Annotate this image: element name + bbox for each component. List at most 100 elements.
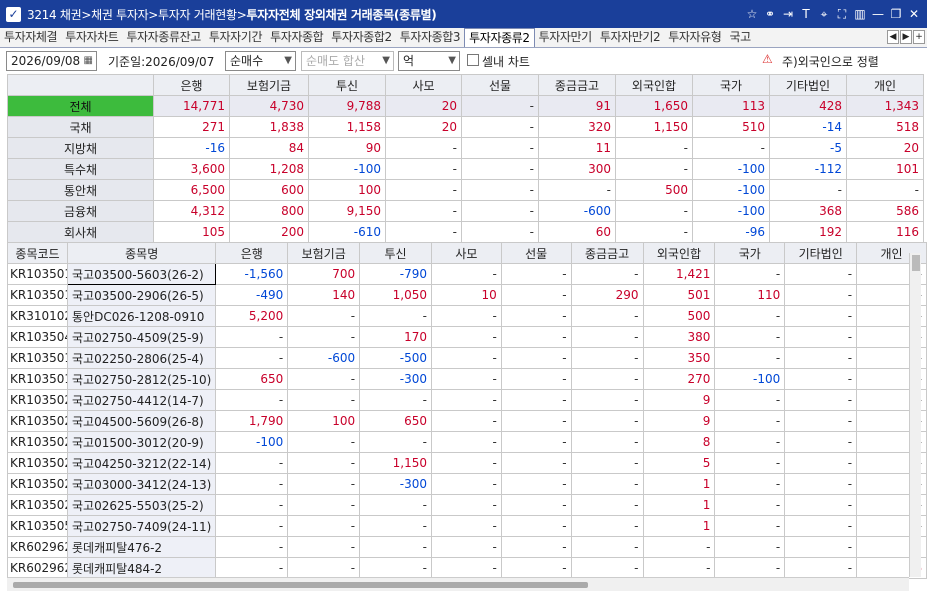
date-picker[interactable]: 2026/09/08 ▦ [6,51,97,71]
summary-row[interactable]: 국채 271 1,838 1,158 20-320 1,150 510 -14 518 [7,116,924,138]
sum-select[interactable]: 순매도 합산 ▼ [301,51,394,71]
detail-cell: 100 [287,410,361,432]
summary-header-cell[interactable]: 개인 [846,74,924,96]
table-row[interactable]: KR103502G국고04250-3212(22-14)--1,150---5-… [7,452,927,474]
tab-10[interactable]: 투자자유형 [668,30,722,44]
tab-7[interactable]: 투자자종류2 [464,28,535,47]
text-icon[interactable]: T [802,7,810,21]
table-row[interactable]: KR310102A통안DC026-1208-09105,200-----500-… [7,305,927,327]
summary-header-cell[interactable]: 기타법인 [769,74,847,96]
detail-cell: - [359,305,432,327]
tab-3[interactable]: 투자자기간 [208,30,263,44]
tab-next-icon[interactable]: ▶ [900,30,912,44]
detail-header-cell[interactable]: 종목코드 [7,242,68,264]
table-row[interactable]: KR103501G국고02750-2812(25-10)650--300---2… [7,368,927,390]
table-row[interactable]: KR103501G국고02250-2806(25-4)--600-500---3… [7,347,927,369]
detail-header-cell[interactable]: 기타법인 [784,242,858,264]
columns-icon[interactable]: ▥ [854,7,866,21]
table-row[interactable]: KR103502G국고04500-5609(26-8)1,790100650--… [7,410,927,432]
window-checkbox[interactable]: ✓ [6,6,21,22]
tab-4[interactable]: 투자자종합 [270,30,324,44]
detail-header-cell[interactable]: 국가 [714,242,786,264]
export-icon[interactable]: ⇥ [782,7,794,21]
detail-cell: -600 [287,347,361,369]
scroll-thumb[interactable] [912,255,920,271]
table-row[interactable]: KR103501G국고03500-5603(26-2)-1,560700-790… [7,263,927,285]
summary-header-cell[interactable]: 국가 [692,74,770,96]
detail-header-cell[interactable]: 투신 [359,242,432,264]
horizontal-scrollbar[interactable] [7,577,909,591]
tab-prev-icon[interactable]: ◀ [887,30,899,44]
star-icon[interactable]: ☆ [746,7,758,21]
detail-cell: - [642,557,716,579]
summary-row[interactable]: 전체 14,771 4,730 9,788 20-91 1,650 113 428 1,343 [7,95,924,117]
tab-6[interactable]: 투자자종합3 [399,30,461,44]
detail-header-cell[interactable]: 종목명 [66,242,217,264]
tab-0[interactable]: 투자자체결 [4,30,58,44]
table-row[interactable]: KR103504G국고02750-4509(25-9)--170---380--… [7,326,927,348]
table-row[interactable]: KR103501G국고03500-2906(26-5)-4901401,0501… [7,284,927,306]
detail-header-cell[interactable]: 종금금고 [570,242,644,264]
summary-cell: -16 [153,137,230,159]
summary-cell: 1,150 [615,116,693,138]
unit-select[interactable]: 억 ▼ [398,51,460,71]
summary-header-cell[interactable]: 선물 [461,74,539,96]
summary-header-cell[interactable]: 투신 [308,74,386,96]
detail-cell: - [500,263,572,285]
tab-add-icon[interactable]: + [913,30,925,44]
detail-cell: - [714,557,786,579]
table-row[interactable]: KR103502G국고02750-4412(14-7)------9--- [7,389,927,411]
detail-header-cell[interactable]: 외국인합 [642,242,716,264]
close-icon[interactable]: ✕ [908,7,920,21]
summary-row[interactable]: 특수채 3,600 1,208 -100- -300- -100 -112 101 [7,158,924,180]
detail-cell: - [431,389,502,411]
trade-type-select[interactable]: 순매수 ▼ [225,51,296,71]
tab-9[interactable]: 투자자만기2 [599,30,661,44]
detail-header-cell[interactable]: 은행 [215,242,289,264]
tab-1[interactable]: 투자자차트 [65,30,119,44]
summary-row[interactable]: 회사채 105 200 -610- -60- -96 192 116 [7,221,924,243]
detail-header-cell[interactable]: 보험기금 [287,242,361,264]
summary-cell: 368 [769,200,847,222]
detail-header-cell[interactable]: 선물 [500,242,572,264]
cell-chart-checkbox[interactable] [467,54,479,66]
detail-cell: - [215,494,289,516]
summary-header-cell[interactable]: 보험기금 [229,74,309,96]
table-row[interactable]: KR103505G국고02750-7409(24-11)------1--- [7,515,927,537]
summary-header-cell[interactable]: 종금금고 [538,74,616,96]
summary-row[interactable]: 통안채 6,500 600 100- - -500 -100- - [7,179,924,201]
table-row[interactable]: KR602962F롯데캐피탈484-2---------6 [7,557,927,579]
tab-5[interactable]: 투자자종합2 [331,30,392,44]
detail-cell: -300 [359,473,432,495]
summary-row[interactable]: 지방채 -16 84 90- -11- - -5 20 [7,137,924,159]
summary-cell: - [461,200,539,222]
tab-8[interactable]: 투자자만기 [538,30,593,44]
summary-header-cell[interactable]: 외국인합 [615,74,693,96]
detail-cell: - [359,431,432,453]
table-row[interactable]: KR103502G국고02625-5503(25-2)------1--- [7,494,927,516]
minimize-icon[interactable]: — [872,7,884,21]
summary-row[interactable]: 금융채 4,312 800 9,150- - -600- -100 368 586 [7,200,924,222]
table-row[interactable]: KR103502G국고03000-3412(24-13)---300---1--… [7,473,927,495]
detail-cell: - [215,326,289,348]
bond-name: 국고01500-3012(20-9) [66,431,217,453]
vertical-scrollbar[interactable] [909,253,921,577]
bond-code: KR602962F [7,557,68,579]
detail-cell: - [784,410,858,432]
summary-header-cell[interactable]: 은행 [153,74,230,96]
summary-table: 은행 보험기금 투신 사모 선물 종금금고 외국인합 국가 기타법인 개인 전체 14,771 4,73… [7,74,924,243]
summary-header-cell[interactable]: 사모 [385,74,462,96]
detail-header-cell[interactable]: 사모 [431,242,502,264]
summary-row-label: 특수채 [7,158,154,180]
tab-11[interactable]: 국고 [729,30,751,44]
expand-icon[interactable]: ⛶ [837,6,847,21]
pin-icon[interactable]: ⌖ [820,6,828,21]
table-row[interactable]: KR103502G국고01500-3012(20-9)-100-----8--- [7,431,927,453]
restore-icon[interactable]: ❐ [890,7,902,21]
scroll-thumb[interactable] [13,582,588,588]
summary-header-cell[interactable] [7,74,154,96]
table-row[interactable]: KR602962F롯데캐피탈476-2---------1 [7,536,927,558]
tab-2[interactable]: 투자자종류잔고 [126,30,201,44]
calendar-icon[interactable]: ▦ [83,55,93,66]
link-icon[interactable]: ⚭ [764,7,776,21]
